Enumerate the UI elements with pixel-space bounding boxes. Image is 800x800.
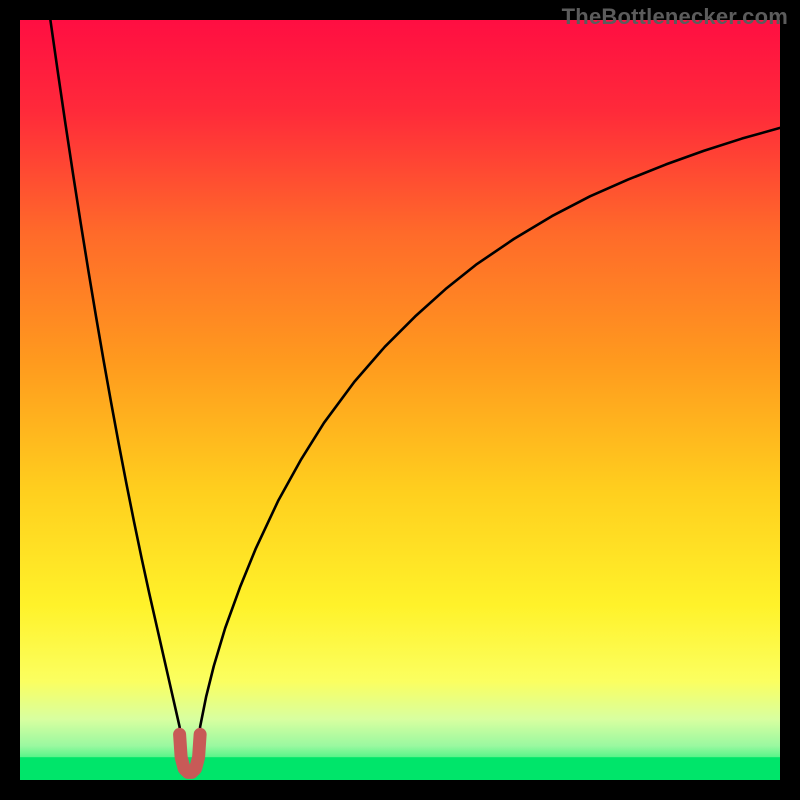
gradient-panel — [20, 20, 780, 780]
watermark-text: TheBottlenecker.com — [562, 4, 788, 30]
green-band — [20, 757, 780, 780]
chart-svg — [0, 0, 800, 800]
bottleneck-chart: TheBottlenecker.com — [0, 0, 800, 800]
